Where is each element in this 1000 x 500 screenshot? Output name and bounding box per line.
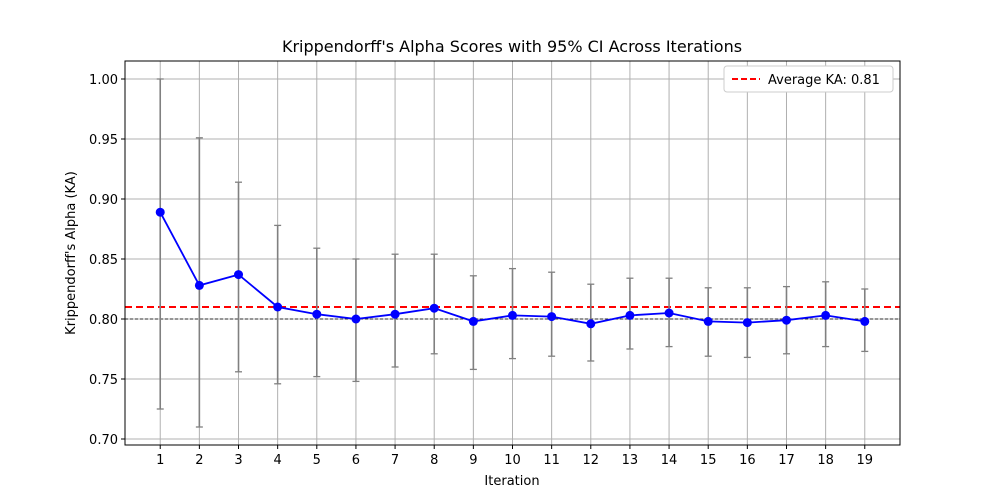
data-point: [390, 309, 400, 319]
y-tick-label: 1.00: [89, 73, 118, 88]
data-point: [547, 312, 557, 322]
y-axis-label: Krippendorff's Alpha (KA): [64, 171, 79, 335]
y-tick-label: 0.80: [89, 313, 118, 328]
data-point: [625, 310, 635, 320]
data-point: [664, 308, 674, 318]
data-point: [194, 280, 204, 290]
x-tick-label: 2: [195, 453, 203, 468]
data-point: [429, 303, 439, 313]
x-tick-label: 1: [156, 453, 164, 468]
data-point: [508, 310, 517, 320]
x-tick-label: 19: [856, 453, 873, 468]
x-tick-label: 7: [391, 453, 399, 468]
data-point: [273, 302, 283, 312]
y-axis-ticks: 0.70 0.75 0.80 0.85 0.90 0.95 1.00: [89, 73, 125, 448]
data-point: [312, 309, 322, 319]
x-tick-label: 6: [352, 453, 360, 468]
data-point: [155, 207, 165, 217]
x-tick-label: 12: [583, 453, 600, 468]
data-point: [742, 318, 752, 328]
x-axis-label: Iteration: [484, 474, 539, 489]
data-point: [703, 316, 713, 326]
grid-lines: [125, 61, 900, 445]
x-tick-label: 18: [817, 453, 834, 468]
data-point: [234, 270, 244, 280]
x-tick-label: 10: [504, 453, 521, 468]
x-tick-label: 11: [543, 453, 560, 468]
x-tick-label: 15: [700, 453, 717, 468]
data-point: [468, 316, 478, 326]
x-tick-label: 16: [739, 453, 756, 468]
chart-title: Krippendorff's Alpha Scores with 95% CI …: [282, 37, 742, 56]
data-point: [821, 310, 831, 320]
legend: Average KA: 0.81: [723, 65, 894, 93]
y-tick-label: 0.70: [89, 433, 118, 448]
x-tick-label: 8: [430, 453, 438, 468]
data-point: [860, 316, 870, 326]
data-point: [351, 314, 361, 324]
y-tick-label: 0.95: [89, 133, 118, 148]
x-tick-label: 4: [274, 453, 282, 468]
legend-box: [723, 65, 894, 93]
legend-label-average: Average KA: 0.81: [768, 73, 880, 88]
data-point: [586, 319, 596, 329]
y-tick-label: 0.85: [89, 253, 118, 268]
y-tick-label: 0.75: [89, 373, 118, 388]
x-tick-label: 14: [661, 453, 678, 468]
x-axis-ticks: 1 2 3 4 5 6 7 8 9 10 11 12 13 14 15 16 17 18 19: [156, 445, 873, 468]
data-points: [155, 207, 870, 329]
y-tick-label: 0.90: [89, 193, 118, 208]
data-point: [781, 315, 791, 325]
x-tick-label: 3: [234, 453, 242, 468]
x-tick-label: 17: [778, 453, 795, 468]
x-tick-label: 13: [622, 453, 639, 468]
x-tick-label: 5: [313, 453, 321, 468]
x-tick-label: 9: [469, 453, 477, 468]
